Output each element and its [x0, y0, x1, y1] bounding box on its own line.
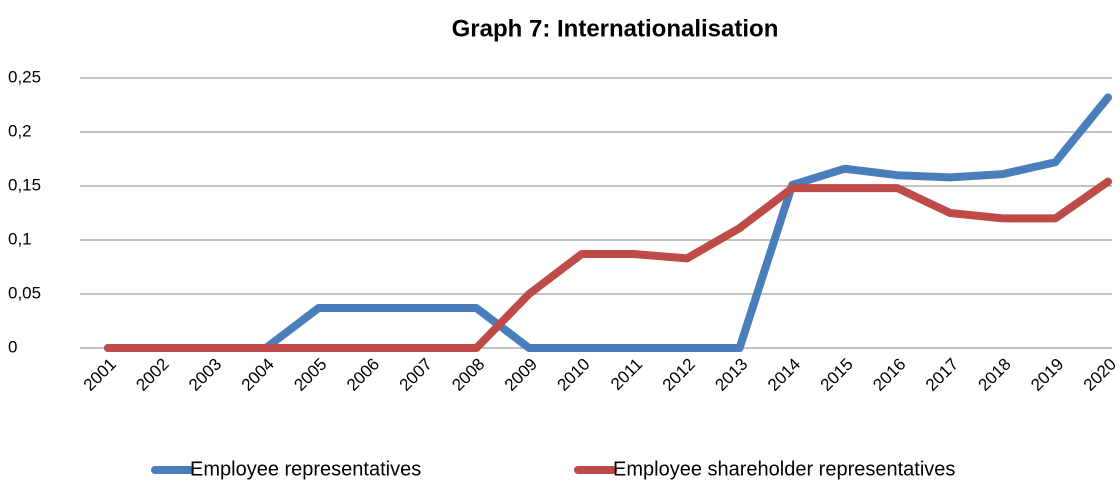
x-tick-label: 2001 [80, 355, 120, 395]
x-tick-label: 2012 [659, 355, 699, 395]
x-tick-label: 2013 [711, 355, 751, 395]
x-tick-label: 2008 [448, 355, 488, 395]
y-tick-label: 0,15 [8, 175, 41, 194]
series-line [104, 177, 1112, 352]
x-tick-label: 2019 [1027, 355, 1067, 395]
chart-title: Graph 7: Internationalisation [452, 15, 779, 42]
x-tick-label: 2007 [396, 355, 436, 395]
x-tick-label: 2018 [975, 355, 1015, 395]
y-tick-label: 0 [8, 337, 17, 356]
x-tick-label: 2006 [343, 355, 383, 395]
x-tick-label: 2002 [132, 355, 172, 395]
y-tick-label: 0,05 [8, 283, 41, 302]
x-tick-label: 2011 [607, 355, 646, 394]
x-tick-label: 2004 [238, 355, 278, 395]
series-line [104, 93, 1112, 352]
x-tick-label: 2017 [922, 355, 962, 395]
y-tick-label: 0,25 [8, 67, 41, 86]
x-tick-label: 2015 [817, 355, 857, 395]
x-tick-label: 2005 [290, 355, 330, 395]
x-tick-label: 2009 [501, 355, 541, 395]
x-tick-label: 2020 [1080, 355, 1120, 395]
y-tick-label: 0,2 [8, 121, 32, 140]
y-tick-label: 0,1 [8, 229, 32, 248]
legend-label: Employee shareholder representatives [613, 458, 955, 480]
x-tick-label: 2010 [554, 355, 594, 395]
x-tick-label: 2014 [764, 355, 804, 395]
x-tick-label: 2003 [185, 355, 225, 395]
legend-label: Employee representatives [190, 458, 421, 480]
x-tick-label: 2016 [869, 355, 909, 395]
